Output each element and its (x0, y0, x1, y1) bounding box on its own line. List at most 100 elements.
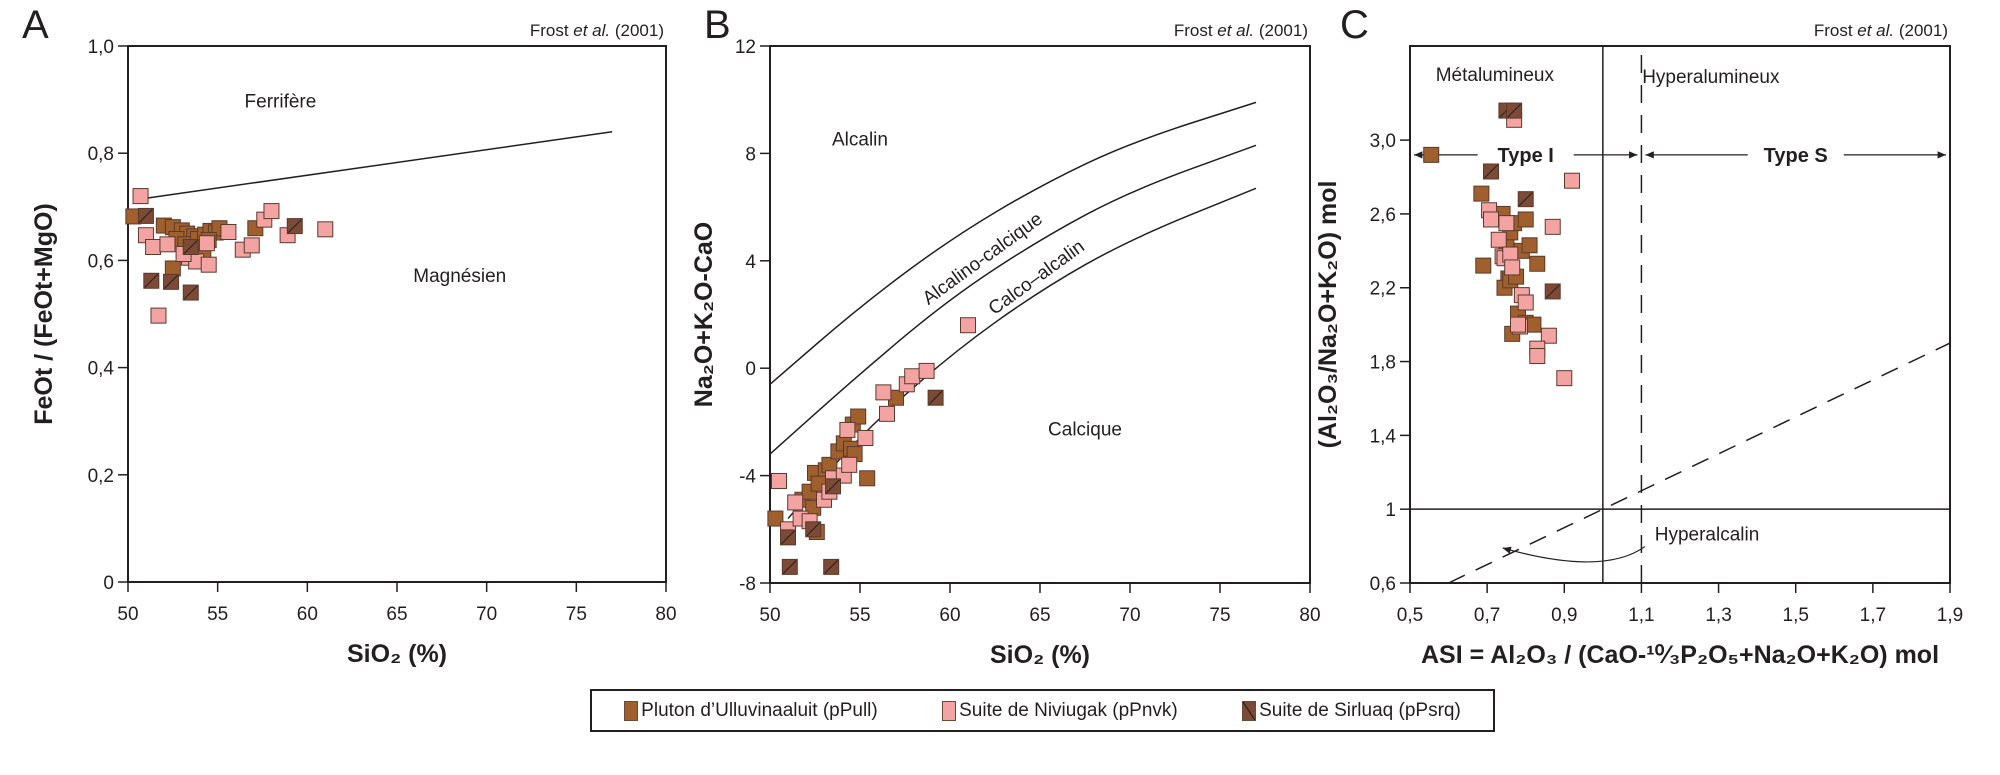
plot-frame (1409, 45, 1951, 584)
marker-square (200, 256, 217, 273)
data-point-ppsrq (823, 558, 840, 575)
y-tick-label: 0,2 (88, 466, 114, 487)
data-point-ppull (1521, 237, 1538, 254)
marker-square (1529, 348, 1546, 365)
marker-hatch (164, 274, 178, 289)
legend-swatch-ppull (624, 700, 639, 721)
marker-square (263, 203, 280, 220)
data-point-ppnvk (1490, 231, 1507, 248)
legend-item-ppnvk: Suite de Niviugak (pPnvk) (942, 700, 1178, 722)
data-point-ppsrq (825, 478, 841, 495)
data-point-ppull (850, 408, 867, 425)
data-point-ppull (1529, 255, 1546, 272)
data-point-ppsrq (927, 389, 944, 406)
x-tick-label: 60 (939, 605, 960, 626)
x-tick-label: 70 (476, 604, 497, 625)
legend-swatch-ppsrq (1242, 700, 1257, 721)
y-axis-title: FeOt / (FeOt+MgO) (30, 203, 58, 425)
region-label: Magnésien (413, 266, 506, 287)
data-point-ppsrq (1544, 283, 1561, 300)
y-tick-label: 4 (745, 252, 756, 273)
x-tick-label: 55 (207, 604, 228, 625)
data-point-ppsrq (182, 284, 199, 301)
marker-hatch (183, 240, 198, 254)
marker-square (1517, 211, 1534, 228)
data-point-ppsrq (143, 272, 160, 289)
x-axis-title: SiO₂ (%) (347, 640, 447, 668)
region-label: Métalumineux (1436, 65, 1555, 86)
data-point-ppull (1475, 257, 1492, 274)
marker-square (1517, 294, 1534, 311)
legend-label: Suite de Sirluaq (pPsrq) (1259, 699, 1461, 721)
data-point-ppnvk (1556, 370, 1573, 387)
data-point-ppsrq (1483, 163, 1499, 180)
data-point-ppnvk (1498, 215, 1515, 232)
data-point-ppnvk (1510, 316, 1526, 333)
marker-square (220, 223, 237, 240)
marker-square (821, 456, 838, 473)
reference-label: Frost et al. (2001) (1174, 21, 1308, 40)
data-point-ppnvk (839, 421, 856, 438)
y-tick-label: 3,0 (1370, 131, 1396, 152)
marker-square (1510, 316, 1526, 333)
marker-hatch (824, 560, 839, 574)
marker-square (1525, 316, 1542, 333)
calco-alcalin-calcique (787, 187, 1257, 520)
x-tick-label: 1,7 (1860, 605, 1886, 626)
data-point-ppnvk (879, 405, 895, 422)
panel-a: A Frost et al. (2001) 50 55 60 65 70 75 80 0 0,2 0,… (22, 3, 677, 668)
region-label: Ferrifère (245, 92, 317, 113)
legend-label: Suite de Niviugak (pPnvk) (959, 699, 1178, 721)
data-point-ppnvk (159, 236, 176, 253)
data-point-ppsrq (805, 521, 822, 538)
x-tick-label: 50 (117, 604, 138, 625)
x-tick-label: 1,1 (1628, 605, 1654, 626)
marker-square (1473, 185, 1490, 202)
marker-square (960, 317, 976, 334)
marker-square (132, 188, 149, 205)
marker-square (918, 362, 935, 379)
x-tick-label: 60 (297, 604, 318, 625)
data-point-ppnvk (1504, 259, 1521, 276)
marker-hatch (1507, 103, 1521, 118)
marker-square (1498, 215, 1515, 232)
marker-square (1544, 218, 1561, 235)
type-label: Type I (1498, 145, 1554, 167)
data-point-ppnvk (150, 307, 167, 324)
data-point-ppnvk (145, 239, 162, 255)
data-point-ppull (767, 510, 784, 527)
data-point-ppnvk (198, 235, 215, 252)
marker-square (859, 470, 876, 487)
reference-label: Frost et al. (2001) (530, 21, 664, 40)
marker-hatch (826, 479, 840, 494)
y-tick-label: 0,4 (88, 359, 115, 380)
data-point-ppnvk (1529, 348, 1546, 365)
y-tick-label: 2,2 (1370, 279, 1396, 300)
type-label: Type S (1764, 145, 1828, 167)
legend-item-ppsrq: Suite de Sirluaq (pPsrq) (1242, 700, 1461, 722)
panel-c: C Frost et al. (2001) 0,5 0,7 0,9 1,1 1,3 1,5 1,… (1314, 3, 1963, 669)
data-point-ppsrq (286, 218, 303, 235)
data-point-ppull (1517, 211, 1534, 228)
data-point-ppsrq (182, 239, 199, 255)
ferrifere-magnesien-line (145, 131, 613, 199)
x-tick-label: 75 (1209, 605, 1230, 626)
x-tick-label: 1,9 (1937, 605, 1963, 626)
x-tick-label: 70 (1119, 605, 1140, 626)
y-axis-title: (Al₂O₃/Na₂O+K₂O) mol (1314, 181, 1342, 449)
plot-frame (127, 45, 667, 583)
y-tick-label: 1,8 (1370, 353, 1396, 374)
marker-square (787, 494, 804, 511)
marker-square (1504, 259, 1521, 276)
data-point-ppull (1473, 185, 1490, 202)
data-point-ppull (1423, 146, 1440, 163)
y-tick-label: 1,4 (1370, 426, 1397, 447)
x-tick-label: 0,5 (1397, 605, 1423, 626)
data-point-ppnvk (1544, 218, 1561, 235)
marker-square (243, 237, 260, 254)
legend-item-ppull: Pluton d’Ulluvinaaluit (pPull) (624, 700, 878, 722)
marker-square (857, 430, 874, 447)
marker-square (771, 472, 787, 489)
y-axis-title: Na₂O+K₂O-CaO (690, 222, 718, 407)
